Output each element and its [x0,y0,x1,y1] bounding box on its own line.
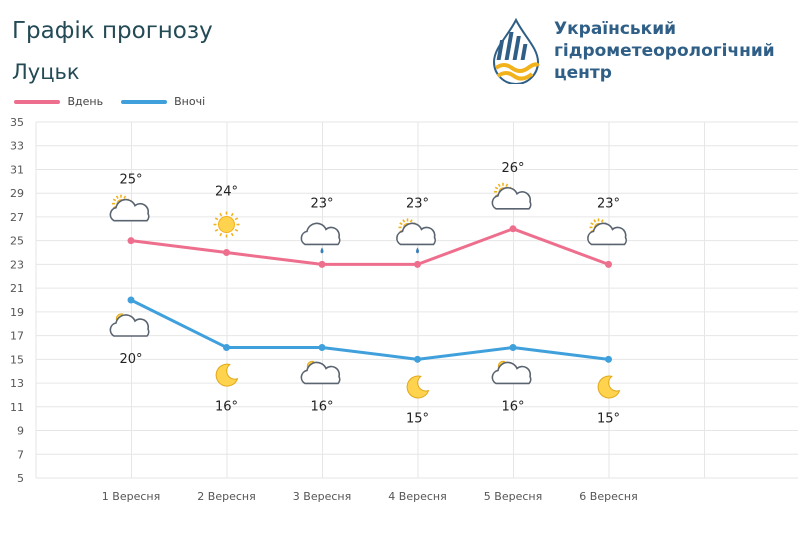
night-point [223,343,230,351]
cloud-rain-icon [300,222,341,254]
logo-text-line2: гідрометеорологічний [554,41,775,61]
night-series-line [130,298,609,361]
legend-day-label: Вдень [67,95,104,108]
day-point [223,249,230,257]
y-tick-label: 35 [10,116,24,129]
night-temp-label: 15° [597,411,620,426]
y-tick-label: 5 [17,472,24,485]
chart-title: Графік прогнозу [12,18,213,44]
chart-legend: Вдень Вночі [14,95,219,108]
y-tick-label: 19 [10,306,24,319]
x-tick-label: 3 Вересня [293,490,351,503]
night-temp-label: 16° [310,399,333,414]
sun-icon [213,211,240,238]
day-point [414,260,421,268]
y-tick-label: 9 [17,425,24,438]
day-temp-label: 25° [119,173,142,188]
x-tick-label: 6 Вересня [579,490,637,503]
y-tick-label: 25 [10,235,24,248]
night-temp-label: 16° [501,399,524,414]
night-point [127,296,135,304]
logo-text-line1: Український [554,19,677,39]
legend-night-swatch [120,100,167,104]
x-tick-label: 4 Вересня [388,490,446,503]
y-tick-label: 31 [10,163,24,176]
legend-night[interactable]: Вночі [120,95,206,108]
night-temp-label: 16° [215,399,238,414]
moon-cloud-icon [491,360,532,385]
day-temp-label: 26° [501,161,524,176]
day-temp-label: 24° [215,185,238,200]
moon-icon [215,363,239,387]
legend-night-label: Вночі [174,95,206,108]
moon-icon [406,375,430,399]
night-point [414,355,421,363]
y-tick-label: 21 [10,282,24,295]
logo-text: Український гідрометеорологічний центр [554,18,775,84]
day-point [509,225,517,233]
day-temp-label: 23° [310,196,333,211]
night-temp-label: 20° [119,352,142,367]
night-point [509,343,517,351]
day-temp-label: 23° [406,196,429,211]
y-tick-label: 17 [10,330,24,343]
night-temp-label: 15° [406,411,429,426]
day-point [605,260,612,268]
moon-cloud-icon [109,313,150,337]
y-tick-label: 15 [10,353,24,366]
y-tick-label: 23 [10,258,24,271]
y-tick-label: 13 [10,377,24,390]
sun-cloud-rain-icon [396,218,436,254]
city-name: Луцьк [12,60,80,84]
day-temp-label: 23° [597,196,620,211]
night-point [318,343,326,351]
drop-logo-icon [492,17,540,85]
sun-cloud-icon [491,182,532,210]
day-point [318,260,326,268]
x-tick-label: 2 Вересня [197,490,255,503]
y-tick-label: 11 [10,401,24,414]
logo-text-line3: центр [554,63,612,83]
moon-cloud-icon [300,360,341,385]
y-tick-label: 7 [17,448,24,461]
night-point [605,355,612,363]
legend-day-swatch [14,100,60,104]
moon-icon [597,375,621,399]
x-tick-label: 1 Вересня [102,490,160,503]
y-tick-label: 33 [10,140,24,153]
y-tick-label: 29 [10,187,24,200]
ukrhydromet-logo: Український гідрометеорологічний центр [488,17,798,90]
sun-cloud-icon [587,218,627,246]
day-series-line [130,227,610,266]
legend-day[interactable]: Вдень [14,95,103,108]
y-tick-label: 27 [10,211,24,224]
sun-cloud-icon [109,194,150,222]
day-point [127,237,135,245]
x-tick-label: 5 Вересня [484,490,542,503]
